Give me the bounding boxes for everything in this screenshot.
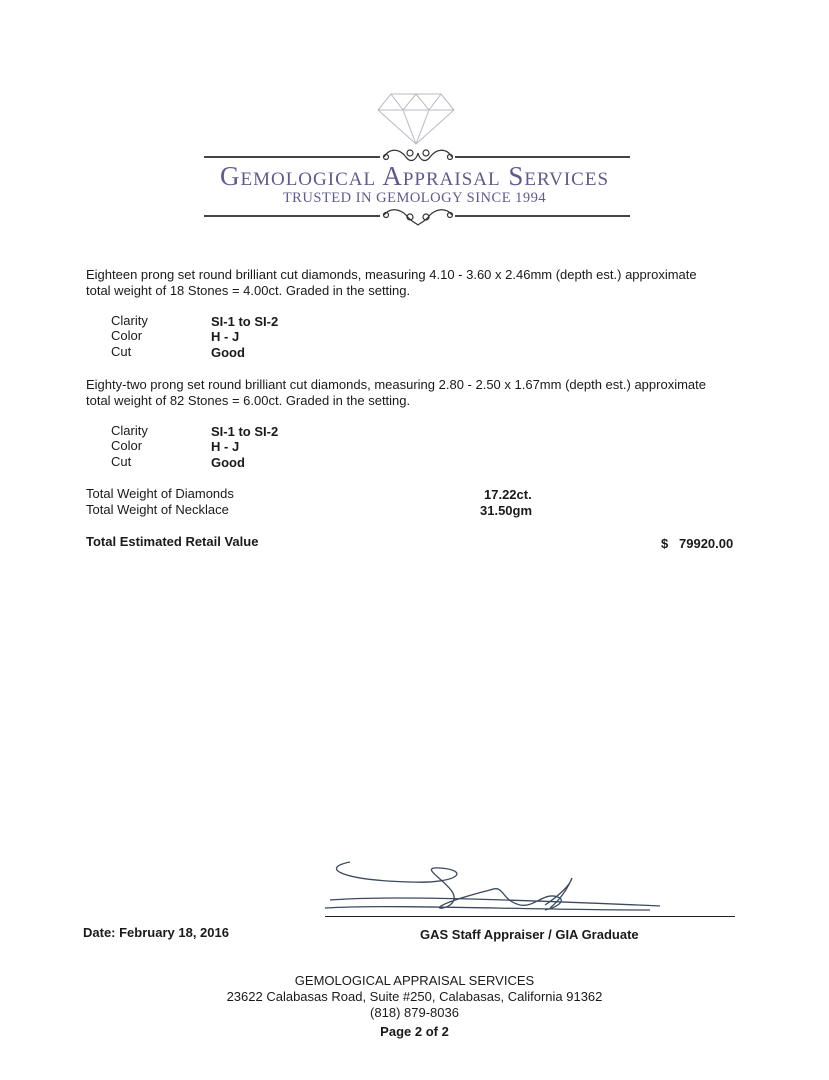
appraiser-title: GAS Staff Appraiser / GIA Graduate	[420, 927, 639, 942]
signature-image	[324, 861, 661, 911]
group1-description-line1: Eighteen prong set round brilliant cut d…	[86, 267, 697, 282]
grade-label: Color	[111, 328, 143, 343]
grade-label: Cut	[111, 344, 132, 359]
total-necklace-label: Total Weight of Necklace	[86, 502, 229, 517]
grade-label: Clarity	[111, 313, 148, 328]
logo-top-rule-right	[455, 156, 630, 158]
ornament-icon	[382, 209, 454, 226]
total-diamonds-label: Total Weight of Diamonds	[86, 486, 234, 501]
logo-top-rule-left	[204, 156, 380, 158]
page-number: Page 2 of 2	[380, 1024, 449, 1039]
logo-bottom-rule-left	[204, 215, 380, 217]
appraisal-date: Date: February 18, 2016	[83, 925, 229, 940]
retail-value-label: Total Estimated Retail Value	[86, 534, 259, 549]
company-tagline: TRUSTED IN GEMOLOGY SINCE 1994	[282, 190, 547, 206]
group2-description-line1: Eighty-two prong set round brilliant cut…	[86, 377, 706, 392]
logo-bottom-rule-right	[455, 215, 630, 217]
footer-address: 23622 Calabasas Road, Suite #250, Calaba…	[226, 989, 603, 1004]
grade-value: H - J	[211, 329, 240, 344]
company-logo-title: Gemological Appraisal Services	[219, 161, 610, 191]
grade-value: Good	[211, 345, 245, 360]
group2-description-line2: total weight of 82 Stones = 6.00ct. Grad…	[86, 393, 411, 408]
footer-company: GEMOLOGICAL APPRAISAL SERVICES	[294, 973, 535, 988]
ornament-icon	[382, 149, 454, 162]
diamond-icon	[377, 93, 455, 145]
grade-value: Good	[211, 455, 245, 470]
total-necklace-value: 31.50gm	[480, 503, 533, 518]
grade-value: H - J	[211, 439, 240, 454]
retail-currency: $	[661, 536, 669, 551]
grade-label: Clarity	[111, 423, 148, 438]
signature-line	[325, 916, 735, 917]
total-diamonds-value: 17.22ct.	[484, 487, 532, 502]
grade-label: Cut	[111, 454, 132, 469]
retail-value: 79920.00	[679, 536, 734, 551]
grade-value: SI-1 to SI-2	[211, 314, 279, 329]
footer-phone: (818) 879-8036	[370, 1005, 459, 1020]
grade-label: Color	[111, 438, 143, 453]
grade-value: SI-1 to SI-2	[211, 424, 279, 439]
group1-description-line2: total weight of 18 Stones = 4.00ct. Grad…	[86, 283, 411, 298]
